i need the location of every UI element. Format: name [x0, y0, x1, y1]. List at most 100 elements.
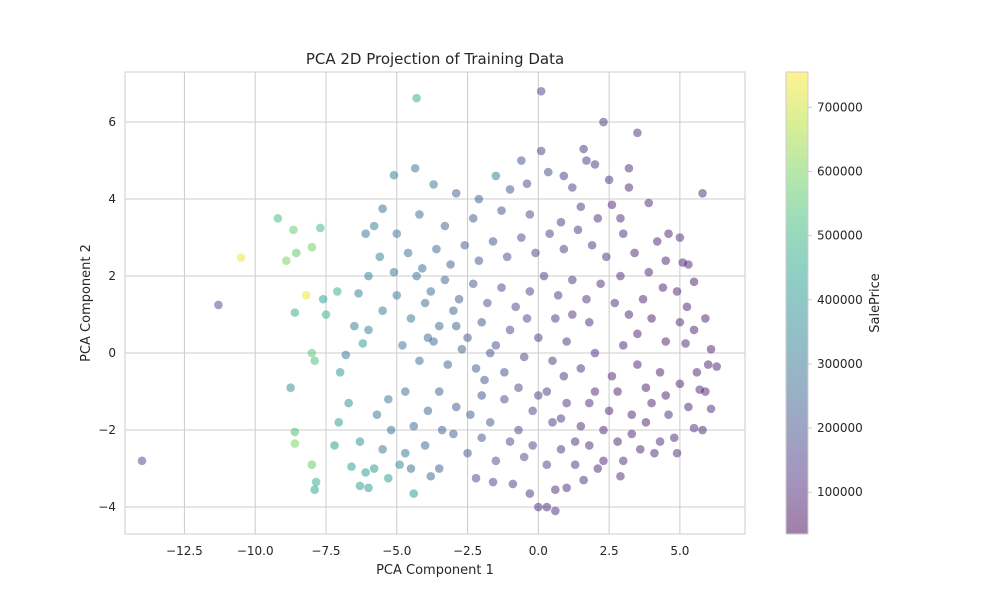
scatter-point [361, 229, 370, 238]
scatter-point [675, 317, 685, 327]
scatter-point [474, 256, 484, 265]
scatter-point [355, 437, 365, 446]
scatter-point [689, 423, 699, 433]
scatter-point [599, 456, 608, 466]
scatter-point [301, 291, 311, 300]
scatter-point [392, 291, 402, 300]
scatter-point [519, 352, 529, 362]
scatter-point [573, 225, 583, 235]
scatter-point [633, 128, 642, 138]
scatter-point [559, 371, 569, 381]
scatter-point [684, 402, 693, 412]
scatter-point [607, 200, 617, 210]
scatter-point [344, 398, 353, 408]
scatter-point [440, 275, 450, 285]
scatter-point [525, 210, 535, 219]
scatter-point [434, 387, 444, 396]
scatter-point [627, 429, 637, 439]
colorbar-tick-label: 300000 [817, 357, 863, 371]
chart-title: PCA 2D Projection of Training Data [306, 50, 564, 68]
scatter-point [273, 214, 283, 223]
y-tick-label: −2 [98, 423, 116, 437]
scatter-point [635, 445, 645, 454]
scatter-point [534, 502, 543, 512]
scatter-point [347, 462, 356, 471]
scatter-point [350, 321, 359, 331]
scatter-point [361, 468, 370, 477]
scatter-point [471, 473, 481, 483]
scatter-point [584, 441, 594, 450]
scatter-point [491, 341, 501, 350]
scatter-point [406, 314, 416, 323]
scatter-point [383, 473, 393, 483]
scatter-point [536, 86, 546, 96]
scatter-point [451, 321, 461, 331]
scatter-point [570, 460, 580, 470]
scatter-point [661, 391, 671, 400]
scatter-point [568, 183, 577, 192]
scatter-point [410, 163, 420, 173]
scatter-point [672, 287, 682, 296]
scatter-point [477, 317, 487, 327]
scatter-point [599, 117, 608, 127]
scatter-point [562, 337, 571, 346]
scatter-point [658, 283, 668, 292]
scatter-point [406, 464, 416, 473]
scatter-point [451, 402, 461, 412]
scatter-point [291, 248, 301, 258]
scatter-point [477, 433, 487, 443]
scatter-point [282, 256, 291, 265]
scatter-point [525, 287, 535, 296]
scatter-point [698, 188, 707, 198]
scatter-point [607, 371, 617, 381]
scatter-point [389, 267, 399, 277]
y-tick-label: 2 [108, 269, 116, 283]
scatter-point [383, 394, 393, 404]
scatter-point [616, 471, 625, 481]
scatter-point [500, 394, 509, 404]
scatter-point [463, 448, 472, 458]
scatter-point [310, 356, 319, 366]
scatter-point [703, 360, 713, 369]
y-tick-label: 4 [108, 192, 116, 206]
scatter-point [412, 93, 421, 103]
plot-area [124, 71, 746, 535]
scatter-point [440, 221, 450, 231]
scatter-point [463, 333, 472, 342]
scatter-point [454, 294, 464, 304]
scatter-point [655, 437, 665, 446]
scatter-point [618, 229, 628, 238]
scatter-point [531, 248, 540, 258]
scatter-point [420, 298, 430, 308]
scatter-point [409, 421, 419, 431]
y-tick-label: 0 [108, 346, 116, 360]
scatter-point [641, 383, 651, 393]
scatter-point [630, 248, 639, 258]
y-axis-ticks: −4 −2 0 2 4 6 [98, 115, 116, 514]
scatter-point [644, 198, 654, 208]
colorbar-tick-label: 100000 [817, 485, 863, 499]
scatter-point [553, 291, 563, 300]
scatter-point [545, 229, 554, 238]
scatter-point [480, 375, 489, 385]
scatter-point [514, 383, 523, 393]
scatter-point [330, 441, 339, 450]
scatter-point [137, 456, 147, 466]
scatter-point [423, 406, 433, 416]
scatter-point [525, 489, 535, 498]
scatter-point [590, 387, 600, 396]
scatter-point [341, 350, 351, 360]
scatter-point [398, 341, 407, 350]
scatter-point [400, 387, 410, 396]
scatter-point [706, 344, 716, 354]
scatter-point [214, 300, 223, 310]
scatter-point [689, 325, 699, 335]
scatter-point [311, 477, 321, 487]
scatter-point [386, 425, 396, 435]
scatter-point [641, 418, 651, 427]
scatter-point [426, 471, 436, 481]
scatter-point [624, 310, 634, 319]
scatter-point [638, 294, 648, 304]
scatter-point [675, 233, 685, 242]
scatter-point [434, 464, 444, 473]
